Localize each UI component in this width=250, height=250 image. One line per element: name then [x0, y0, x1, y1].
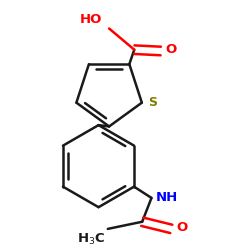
- Text: S: S: [148, 96, 157, 109]
- Text: H$_3$C: H$_3$C: [77, 232, 105, 247]
- Text: NH: NH: [156, 192, 178, 204]
- Text: O: O: [176, 221, 187, 234]
- Text: O: O: [166, 43, 177, 56]
- Text: HO: HO: [80, 13, 102, 26]
